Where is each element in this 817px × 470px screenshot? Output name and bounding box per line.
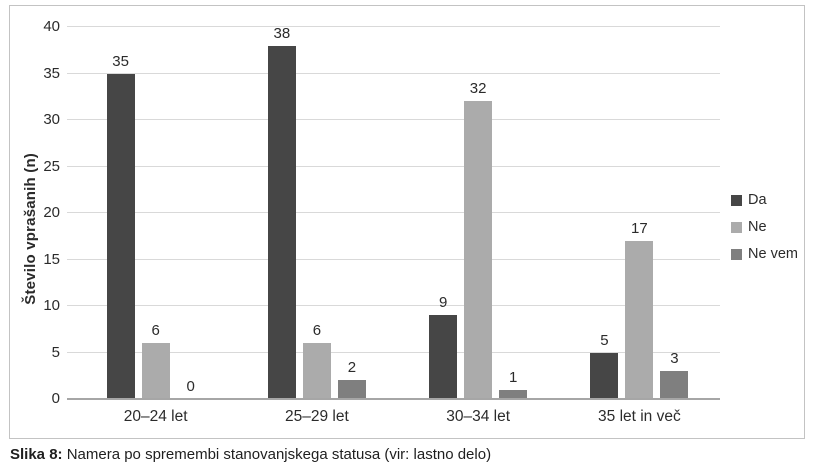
bar-ne: 6 (302, 322, 331, 399)
bar-value-label: 0 (186, 378, 195, 395)
chart-figure: Število vprašanih (n) 0 5 10 15 20 25 30 35 40 3… (9, 5, 805, 439)
bar-value-label: 6 (312, 322, 322, 340)
y-tick-label: 25 (43, 157, 60, 175)
bar-da: 5 (590, 332, 619, 399)
legend-label: Ne (748, 219, 767, 235)
bar-value-label: 6 (151, 322, 160, 340)
y-tick-label: 30 (43, 111, 60, 128)
caption-text: Namera po spremembi stanovanjskega statu… (62, 446, 492, 463)
legend-swatch-icon (731, 221, 742, 233)
bar-ne-vem: 3 (660, 350, 689, 399)
bar-value-label: 5 (600, 331, 609, 349)
x-category-label: 35 let in več (598, 408, 681, 425)
bar-ne: 17 (625, 220, 654, 399)
legend-swatch-icon (731, 194, 742, 206)
bar-value-label: 2 (347, 359, 357, 377)
y-tick-label: 20 (43, 204, 60, 221)
bar-groups: 35 6 0 38 6 2 9 32 1 5 17 3 (75, 25, 720, 399)
x-axis-line (67, 398, 720, 400)
gridline (67, 212, 720, 213)
legend: Da Ne Ne vem (731, 192, 798, 262)
plot-area: 0 5 10 15 20 25 30 35 40 35 6 0 38 6 2 9 32 1 5 17 3 20–24 … (43, 18, 720, 425)
legend-swatch-icon (731, 248, 742, 260)
y-tick-label: 40 (43, 18, 60, 35)
gridline (67, 258, 720, 260)
y-tick-label: 15 (43, 250, 60, 268)
bar-value-label: 9 (438, 294, 448, 312)
y-tick-label: 5 (51, 343, 60, 361)
bar-group: 38 6 2 (236, 25, 397, 399)
bar-value-label: 35 (112, 52, 129, 70)
y-axis-title: Število vprašanih (n) (22, 153, 39, 305)
bar-value-label: 32 (469, 80, 487, 98)
gridline (67, 72, 720, 74)
bar-ne-vem: 2 (337, 359, 366, 399)
bar-da: 9 (429, 294, 458, 399)
y-tick-label: 0 (51, 390, 60, 407)
bar-value-label: 38 (273, 24, 291, 42)
x-category-label: 25–29 let (284, 408, 349, 425)
bar-ne: 6 (141, 322, 170, 399)
y-tick-label: 35 (43, 64, 60, 82)
bar-value-label: 1 (508, 368, 518, 386)
bar-group: 35 6 0 (75, 27, 236, 399)
legend-label: Da (748, 192, 767, 208)
figure-caption: Slika 8: Namera po spremembi stanovanjsk… (10, 446, 491, 463)
x-category-label: 20–24 let (123, 408, 188, 425)
gridline (67, 119, 720, 120)
caption-label: Slika 8: (10, 446, 63, 463)
bar-ne-vem: 1 (499, 369, 528, 399)
bar-group: 9 32 1 (398, 27, 559, 399)
legend-item: Ne vem (731, 246, 798, 262)
gridline (67, 26, 720, 27)
bar-group: 5 17 3 (559, 27, 720, 399)
bar-da: 35 (106, 53, 135, 399)
y-tick-label: 10 (43, 297, 60, 314)
gridline (67, 351, 720, 353)
bar-value-label: 17 (631, 219, 648, 237)
legend-item: Da (731, 192, 798, 208)
x-category-label: 30–34 let (446, 408, 511, 425)
gridline (67, 305, 720, 306)
x-axis-category-labels: 20–24 let 25–29 let 30–34 let 35 let in več (75, 408, 720, 426)
bar-da: 38 (267, 25, 296, 399)
legend-item: Ne (731, 219, 798, 235)
bar-value-label: 3 (670, 350, 679, 368)
bar-ne: 32 (464, 80, 493, 399)
legend-label: Ne vem (748, 246, 798, 262)
gridline (67, 165, 720, 167)
